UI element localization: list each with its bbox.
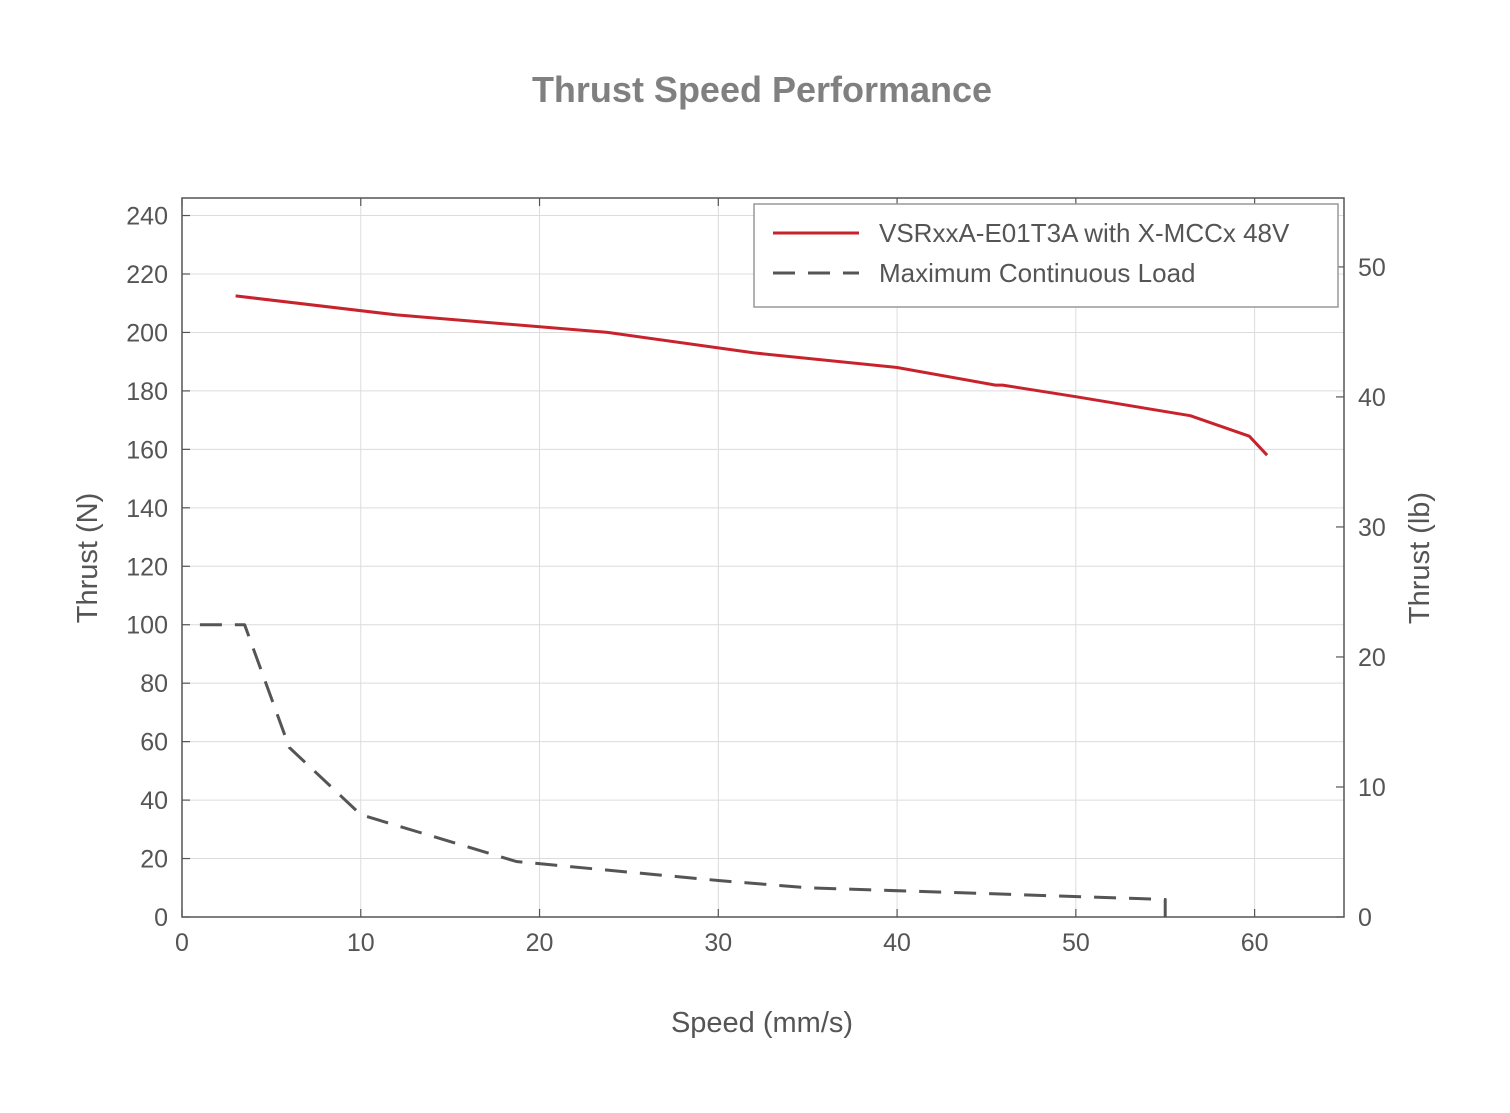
y-axis-label-left: Thrust (N) — [72, 493, 104, 624]
x-tick-label: 30 — [704, 929, 732, 957]
legend-box — [753, 203, 1339, 308]
y-tick-label-left: 40 — [140, 787, 168, 815]
axis-ticks — [181, 198, 1344, 918]
y-tick-label-left: 20 — [140, 846, 168, 874]
y-tick-label-left: 200 — [126, 319, 168, 347]
series-lines — [199, 294, 1269, 917]
chart-title: Thrust Speed Performance — [532, 69, 992, 110]
legend-label-dashed: Maximum Continuous Load — [879, 258, 1196, 288]
y-tick-label-left: 240 — [126, 203, 168, 231]
y-tick-label-right: 40 — [1358, 384, 1386, 412]
y-tick-label-left: 120 — [126, 553, 168, 581]
y-tick-label-left: 100 — [126, 612, 168, 640]
legend-label-red: VSRxxA-E01T3A with X-MCCx 48V — [879, 218, 1290, 248]
legend: VSRxxA-E01T3A with X-MCCx 48V Maximum Co… — [753, 203, 1339, 308]
y-tick-label-left: 140 — [126, 495, 168, 523]
x-tick-label: 60 — [1241, 929, 1269, 957]
x-axis-label: Speed (mm/s) — [671, 1007, 853, 1039]
y-tick-label-right: 30 — [1358, 514, 1386, 542]
y-tick-label-left: 160 — [126, 436, 168, 464]
series-line-max-continuous-load — [199, 623, 1167, 917]
plot-frame — [181, 197, 1345, 918]
y-tick-label-left: 220 — [126, 261, 168, 289]
y-tick-label-right: 10 — [1358, 774, 1386, 802]
x-tick-label: 10 — [347, 929, 375, 957]
y-tick-label-left: 180 — [126, 378, 168, 406]
x-tick-label: 20 — [526, 929, 554, 957]
y-tick-label-right: 0 — [1358, 904, 1372, 932]
y-tick-label-left: 0 — [154, 904, 168, 932]
y-tick-label-right: 20 — [1358, 644, 1386, 672]
series-line-thrust — [235, 294, 1269, 457]
y-tick-label-left: 80 — [140, 670, 168, 698]
y-tick-label-right: 50 — [1358, 254, 1386, 282]
x-tick-label: 40 — [883, 929, 911, 957]
y-axis-label-right: Thrust (lb) — [1404, 492, 1436, 624]
y-tick-label-left: 60 — [140, 729, 168, 757]
x-tick-label: 0 — [175, 929, 189, 957]
x-tick-label: 50 — [1062, 929, 1090, 957]
